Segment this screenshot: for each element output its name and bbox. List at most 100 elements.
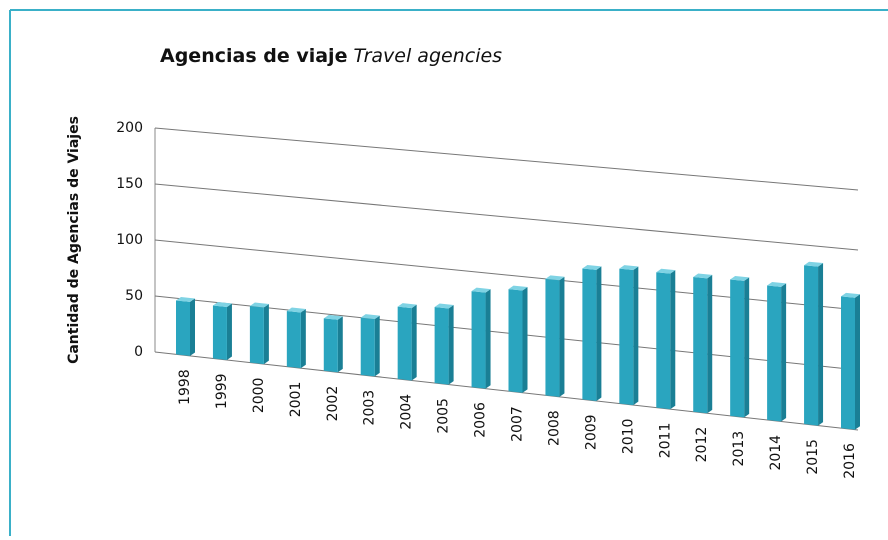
bar bbox=[545, 275, 565, 397]
x-tick-label: 2016 bbox=[842, 443, 858, 479]
bar bbox=[804, 261, 824, 426]
bar-top bbox=[323, 314, 343, 320]
bar-front bbox=[397, 306, 412, 381]
bar-front bbox=[434, 307, 449, 385]
x-tick-label: 2006 bbox=[473, 402, 489, 438]
grid-line bbox=[154, 183, 859, 251]
grid-line bbox=[154, 127, 859, 191]
x-tick-label: 2009 bbox=[583, 414, 599, 450]
bar bbox=[249, 302, 269, 365]
bar-side bbox=[633, 266, 639, 406]
bar bbox=[656, 268, 676, 410]
bar-front bbox=[360, 317, 375, 377]
bar-front bbox=[545, 278, 560, 397]
bar-front bbox=[212, 305, 227, 360]
bar bbox=[582, 265, 602, 401]
bar-top bbox=[841, 292, 860, 298]
x-tick-label: 2013 bbox=[731, 431, 747, 467]
bar-side bbox=[818, 263, 824, 426]
x-tick-label: 2004 bbox=[399, 394, 415, 430]
bar-side bbox=[300, 309, 306, 369]
bar-top bbox=[730, 275, 750, 281]
title-sub: Travel agencies bbox=[353, 45, 502, 67]
bar-top bbox=[767, 281, 787, 287]
bar-front bbox=[767, 285, 782, 422]
bar-front bbox=[249, 305, 264, 365]
bar-side bbox=[522, 287, 528, 393]
bar-top bbox=[397, 303, 417, 309]
grid-line bbox=[154, 239, 859, 311]
bar-side bbox=[226, 303, 232, 360]
x-tick-label: 2014 bbox=[768, 435, 784, 471]
bar-top bbox=[434, 303, 454, 309]
bar-side bbox=[374, 315, 380, 377]
x-tick-label: 2005 bbox=[436, 398, 452, 434]
y-tick-label: 150 bbox=[116, 176, 143, 192]
bar-side bbox=[337, 316, 343, 373]
x-tick-label: 2001 bbox=[288, 382, 304, 418]
bar-front bbox=[693, 277, 708, 414]
bar-front bbox=[471, 291, 486, 389]
bar-side bbox=[781, 283, 787, 422]
x-tick-label: 2011 bbox=[657, 423, 673, 459]
bar bbox=[730, 275, 750, 418]
bar-top bbox=[619, 265, 639, 271]
bar-side bbox=[559, 276, 565, 397]
bar-side bbox=[707, 274, 713, 414]
bar-top bbox=[286, 307, 306, 313]
bar-top bbox=[656, 268, 676, 274]
bar-front bbox=[508, 289, 523, 393]
bar bbox=[176, 296, 195, 356]
bar-front bbox=[804, 265, 819, 426]
bar-top bbox=[582, 265, 602, 270]
bar-side bbox=[596, 266, 602, 401]
bar bbox=[323, 314, 343, 373]
bar bbox=[397, 303, 417, 381]
bar-side bbox=[670, 270, 676, 410]
x-tick-label: 1998 bbox=[177, 369, 193, 405]
bar bbox=[360, 314, 380, 377]
bar-top bbox=[212, 302, 232, 307]
y-axis-label: Cantidad de Agencias de Viajes bbox=[66, 116, 82, 364]
bar-side bbox=[485, 289, 491, 389]
bar-top bbox=[693, 273, 713, 279]
bar bbox=[471, 287, 491, 389]
bar bbox=[841, 292, 860, 430]
grid-line bbox=[154, 351, 859, 431]
bar-front bbox=[619, 268, 634, 406]
x-tick-label: 2002 bbox=[325, 386, 341, 422]
bar-top bbox=[804, 261, 824, 267]
bar-front bbox=[841, 296, 855, 430]
x-tick-label: 1999 bbox=[214, 373, 230, 409]
y-tick-label: 0 bbox=[134, 344, 143, 360]
bar-top bbox=[176, 296, 195, 302]
x-tick-label: 2008 bbox=[546, 410, 562, 446]
bar-front bbox=[286, 311, 301, 369]
bar bbox=[693, 273, 713, 414]
bar-side bbox=[448, 304, 454, 385]
bar-top bbox=[471, 287, 491, 293]
x-tick-label: 2003 bbox=[362, 390, 378, 426]
bar bbox=[767, 281, 787, 422]
bar bbox=[434, 303, 454, 385]
bar-side bbox=[744, 277, 750, 418]
y-tick-label: 200 bbox=[116, 120, 143, 136]
x-tick-label: 2012 bbox=[694, 427, 710, 463]
y-tick-label: 50 bbox=[125, 288, 143, 304]
bar-front bbox=[730, 279, 745, 418]
x-tick-label: 2000 bbox=[251, 378, 267, 414]
y-tick-label: 100 bbox=[116, 232, 143, 248]
bar bbox=[508, 285, 528, 393]
x-tick-label: 2010 bbox=[620, 419, 636, 455]
bar-top bbox=[249, 302, 269, 308]
bar-front bbox=[176, 300, 190, 356]
title-main: Agencias de viaje bbox=[160, 45, 347, 67]
bar-front bbox=[582, 268, 597, 401]
bar-top bbox=[508, 285, 528, 291]
bar-side bbox=[190, 298, 195, 356]
bar bbox=[212, 302, 232, 360]
bar bbox=[619, 265, 639, 406]
bar-side bbox=[263, 303, 269, 365]
bar bbox=[286, 307, 306, 369]
